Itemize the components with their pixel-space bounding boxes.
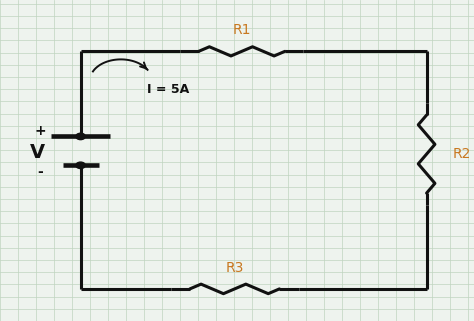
Circle shape: [76, 162, 85, 169]
Circle shape: [76, 133, 85, 140]
Text: R3: R3: [226, 261, 244, 275]
Text: R2: R2: [453, 147, 471, 161]
Text: -: -: [37, 165, 43, 179]
Text: R1: R1: [232, 23, 251, 38]
Text: +: +: [35, 124, 46, 138]
Text: I = 5A: I = 5A: [147, 83, 189, 96]
Text: V: V: [30, 143, 46, 162]
